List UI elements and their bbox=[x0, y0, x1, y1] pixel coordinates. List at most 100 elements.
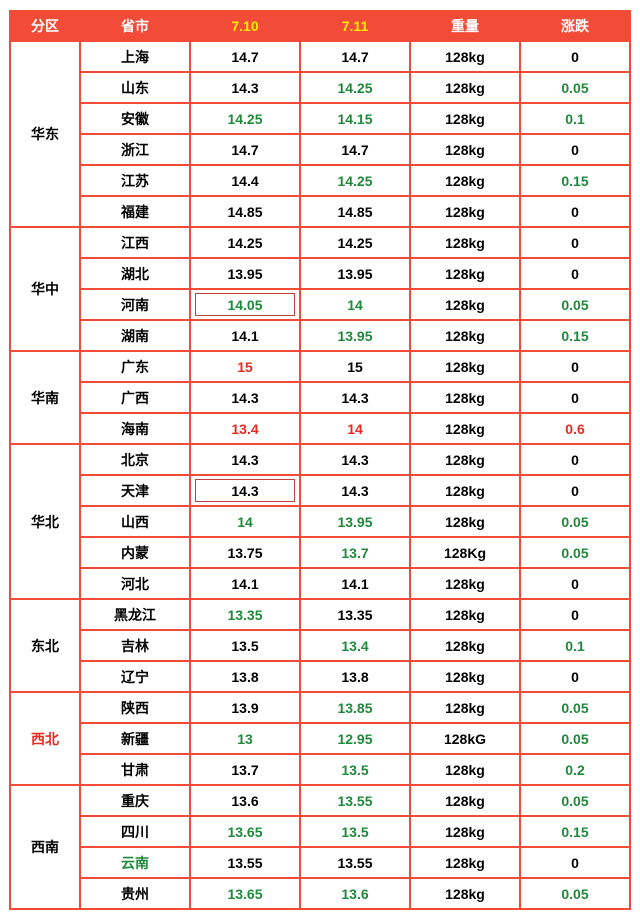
column-header: 分区 bbox=[10, 11, 80, 41]
change-cell: 0.05 bbox=[520, 506, 630, 537]
price-711-cell: 14.15 bbox=[300, 103, 410, 134]
change-cell: 0.05 bbox=[520, 692, 630, 723]
weight-cell: 128kg bbox=[410, 444, 520, 475]
change-cell: 0.05 bbox=[520, 72, 630, 103]
weight-cell: 128kg bbox=[410, 413, 520, 444]
table-row: 安徽14.2514.15128kg0.1 bbox=[10, 103, 630, 134]
price-710-cell: 13.4 bbox=[190, 413, 300, 444]
table-row: 四川13.6513.5128kg0.15 bbox=[10, 816, 630, 847]
price-710-cell: 13.95 bbox=[190, 258, 300, 289]
change-cell: 0.05 bbox=[520, 537, 630, 568]
price-710-cell: 14.3 bbox=[190, 72, 300, 103]
province-cell: 辽宁 bbox=[80, 661, 190, 692]
table-row: 广西14.314.3128kg0 bbox=[10, 382, 630, 413]
table-row: 浙江14.714.7128kg0 bbox=[10, 134, 630, 165]
weight-cell: 128kg bbox=[410, 165, 520, 196]
price-710-cell: 14.7 bbox=[190, 41, 300, 72]
price-710-cell: 13.6 bbox=[190, 785, 300, 816]
change-cell: 0.05 bbox=[520, 289, 630, 320]
change-cell: 0 bbox=[520, 41, 630, 72]
price-710-cell: 14.85 bbox=[190, 196, 300, 227]
weight-cell: 128kg bbox=[410, 692, 520, 723]
weight-cell: 128kg bbox=[410, 196, 520, 227]
column-header: 省市 bbox=[80, 11, 190, 41]
weight-cell: 128kg bbox=[410, 568, 520, 599]
table-row: 海南13.414128kg0.6 bbox=[10, 413, 630, 444]
province-cell: 湖北 bbox=[80, 258, 190, 289]
price-711-cell: 14.1 bbox=[300, 568, 410, 599]
price-711-cell: 13.8 bbox=[300, 661, 410, 692]
weight-cell: 128kg bbox=[410, 103, 520, 134]
weight-cell: 128kg bbox=[410, 475, 520, 506]
table-row: 湖北13.9513.95128kg0 bbox=[10, 258, 630, 289]
province-cell: 山西 bbox=[80, 506, 190, 537]
change-cell: 0 bbox=[520, 227, 630, 258]
province-cell: 河南 bbox=[80, 289, 190, 320]
price-710-cell: 14.7 bbox=[190, 134, 300, 165]
price-710-cell: 13.8 bbox=[190, 661, 300, 692]
table-row: 贵州13.6513.6128kg0.05 bbox=[10, 878, 630, 909]
price-710-cell: 14.1 bbox=[190, 568, 300, 599]
weight-cell: 128kg bbox=[410, 72, 520, 103]
province-cell: 天津 bbox=[80, 475, 190, 506]
province-cell: 上海 bbox=[80, 41, 190, 72]
table-row: 山东14.314.25128kg0.05 bbox=[10, 72, 630, 103]
price-711-cell: 14.7 bbox=[300, 134, 410, 165]
price-711-cell: 13.55 bbox=[300, 847, 410, 878]
table-row: 福建14.8514.85128kg0 bbox=[10, 196, 630, 227]
price-710-cell: 13.5 bbox=[190, 630, 300, 661]
change-cell: 0.1 bbox=[520, 630, 630, 661]
table-header-row: 分区省市7.107.11重量涨跌 bbox=[10, 11, 630, 41]
price-710-cell: 15 bbox=[190, 351, 300, 382]
price-710-cell: 13.9 bbox=[190, 692, 300, 723]
change-cell: 0 bbox=[520, 258, 630, 289]
change-cell: 0 bbox=[520, 351, 630, 382]
region-cell: 东北 bbox=[10, 599, 80, 692]
table-row: 甘肃13.713.5128kg0.2 bbox=[10, 754, 630, 785]
weight-cell: 128kg bbox=[410, 785, 520, 816]
price-710-cell: 14.05 bbox=[190, 289, 300, 320]
table-row: 东北黑龙江13.3513.35128kg0 bbox=[10, 599, 630, 630]
province-cell: 四川 bbox=[80, 816, 190, 847]
weight-cell: 128kg bbox=[410, 878, 520, 909]
change-cell: 0.05 bbox=[520, 723, 630, 754]
table-row: 西北陕西13.913.85128kg0.05 bbox=[10, 692, 630, 723]
price-710-cell: 13.65 bbox=[190, 816, 300, 847]
change-cell: 0.15 bbox=[520, 165, 630, 196]
change-cell: 0 bbox=[520, 444, 630, 475]
weight-cell: 128kg bbox=[410, 258, 520, 289]
weight-cell: 128kg bbox=[410, 599, 520, 630]
price-711-cell: 14.25 bbox=[300, 165, 410, 196]
price-710-cell: 14.1 bbox=[190, 320, 300, 351]
column-header: 重量 bbox=[410, 11, 520, 41]
province-cell: 重庆 bbox=[80, 785, 190, 816]
province-cell: 安徽 bbox=[80, 103, 190, 134]
table-row: 河北14.114.1128kg0 bbox=[10, 568, 630, 599]
price-711-cell: 13.95 bbox=[300, 258, 410, 289]
table-row: 华中江西14.2514.25128kg0 bbox=[10, 227, 630, 258]
price-711-cell: 13.4 bbox=[300, 630, 410, 661]
weight-cell: 128kg bbox=[410, 41, 520, 72]
price-711-cell: 14.3 bbox=[300, 382, 410, 413]
table-row: 辽宁13.813.8128kg0 bbox=[10, 661, 630, 692]
province-cell: 新疆 bbox=[80, 723, 190, 754]
price-710-cell: 14 bbox=[190, 506, 300, 537]
table-row: 山西1413.95128kg0.05 bbox=[10, 506, 630, 537]
price-710-cell: 14.4 bbox=[190, 165, 300, 196]
change-cell: 0 bbox=[520, 847, 630, 878]
region-cell: 西北 bbox=[10, 692, 80, 785]
region-cell: 华东 bbox=[10, 41, 80, 227]
price-711-cell: 13.7 bbox=[300, 537, 410, 568]
price-711-cell: 14.25 bbox=[300, 72, 410, 103]
province-cell: 陕西 bbox=[80, 692, 190, 723]
province-cell: 浙江 bbox=[80, 134, 190, 165]
price-711-cell: 14 bbox=[300, 413, 410, 444]
price-710-cell: 14.25 bbox=[190, 227, 300, 258]
weight-cell: 128kg bbox=[410, 506, 520, 537]
change-cell: 0.2 bbox=[520, 754, 630, 785]
weight-cell: 128kg bbox=[410, 661, 520, 692]
weight-cell: 128kg bbox=[410, 351, 520, 382]
table-row: 吉林13.513.4128kg0.1 bbox=[10, 630, 630, 661]
price-table: 分区省市7.107.11重量涨跌华东上海14.714.7128kg0山东14.3… bbox=[9, 10, 631, 910]
province-cell: 甘肃 bbox=[80, 754, 190, 785]
